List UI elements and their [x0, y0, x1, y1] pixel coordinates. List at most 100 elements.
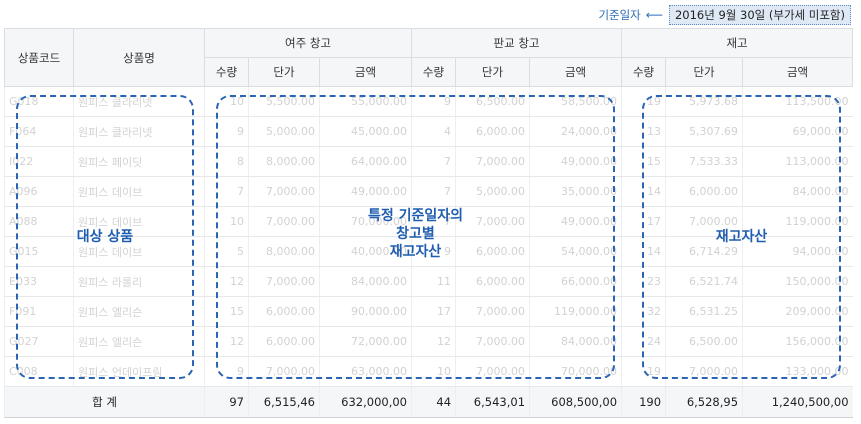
table-row[interactable]: E033 원피스 라롤리 12 7,000.00 84,000.00 11 6,000.00… [4, 266, 853, 297]
cell-w1-amount: 63,000.00 [318, 356, 412, 387]
header-row-groups: 상품코드 상품명 여주 창고 판교 창고 재고 [4, 28, 854, 87]
total-w2-amount: 608,500,00 [529, 386, 622, 418]
cell-w1-amount: 70,000.00 [318, 206, 412, 237]
warehouse-inventory-label: 특정 기준일자의 창고별 재고자산 [367, 208, 464, 260]
table-row[interactable]: F091 원피스 엘리슨 15 6,000.00 90,000.00 17 7,000.00… [4, 296, 853, 327]
cell-w2-qty: 7 [411, 146, 456, 177]
cell-inv-unit-price: 6,531.25 [665, 296, 743, 327]
cell-code: I022 [4, 146, 74, 177]
col-header-unit-price[interactable]: 단가 [665, 57, 744, 87]
cell-name: 원피스 데이브 [73, 176, 205, 207]
table-row[interactable]: F064 원피스 클라리넷 9 5,000.00 45,000.00 4 6,000.00 2… [4, 116, 853, 147]
cell-w2-unit-price: 6,000.00 [455, 116, 530, 147]
cell-w2-amount: 66,000.00 [529, 266, 622, 297]
col-header-amount[interactable]: 금액 [318, 57, 413, 87]
cell-name: 원피스 데이브 [73, 236, 205, 267]
cell-inv-unit-price: 5,307.69 [665, 116, 743, 147]
cell-w2-unit-price: 7,000.00 [455, 296, 530, 327]
col-header-amount[interactable]: 금액 [742, 57, 854, 87]
col-header-code[interactable]: 상품코드 [4, 28, 74, 87]
col-header-unit-price[interactable]: 단가 [455, 57, 531, 87]
cell-w1-amount: 49,000.00 [318, 176, 412, 207]
cell-w1-qty: 10 [204, 86, 249, 117]
cell-w2-amount: 119,000.00 [529, 296, 622, 327]
inventory-assets-box [642, 95, 841, 379]
cell-w1-qty: 10 [204, 206, 249, 237]
table-row[interactable]: G015 원피스 데이브 5 8,000.00 40,000.00 9 6,000.00 54… [4, 236, 853, 267]
cell-w2-amount: 84,000.00 [529, 326, 622, 357]
cell-inv-unit-price: 6,714.29 [665, 236, 743, 267]
cell-w2-amount: 35,000.00 [529, 176, 622, 207]
cell-inv-unit-price: 6,521.74 [665, 266, 743, 297]
cell-w2-qty: 17 [411, 296, 456, 327]
cell-w1-amount: 72,000.00 [318, 326, 412, 357]
col-header-qty[interactable]: 수량 [204, 57, 249, 87]
target-products-box [16, 95, 194, 379]
col-header-unit-price[interactable]: 단가 [248, 57, 320, 87]
cell-name: 원피스 페이딧 [73, 146, 205, 177]
cell-w2-unit-price: 6,000.00 [455, 266, 530, 297]
total-w1-unit-price: 6,515,46 [248, 386, 320, 418]
cell-w1-unit-price: 5,500.00 [248, 86, 320, 117]
cell-inv-unit-price: 6,500.00 [665, 326, 743, 357]
cell-w2-qty: 10 [411, 356, 456, 387]
reference-date-label: 기준일자 [598, 8, 641, 22]
cell-w2-qty: 4 [411, 116, 456, 147]
cell-inv-amount: 94,000.00 [742, 236, 853, 267]
cell-inv-amount: 156,000.00 [742, 326, 853, 357]
cell-w1-qty: 12 [204, 326, 249, 357]
cell-code: F064 [4, 116, 74, 147]
table-row[interactable]: G027 원피스 엘리슨 12 6,000.00 72,000.00 12 7,000.00… [4, 326, 853, 357]
cell-name: 원피스 라롤리 [73, 266, 205, 297]
cell-w2-unit-price: 6,000.00 [455, 236, 530, 267]
cell-w1-qty: 9 [204, 116, 249, 147]
cell-w1-amount: 64,000.00 [318, 146, 412, 177]
cell-name: 원피스 클라리넷 [73, 116, 205, 147]
total-inv-unit-price: 6,528,95 [665, 386, 743, 418]
cell-inv-unit-price: 7,000.00 [665, 356, 743, 387]
cell-w1-qty: 12 [204, 266, 249, 297]
cell-w2-unit-price: 7,000.00 [455, 326, 530, 357]
col-header-qty[interactable]: 수량 [411, 57, 457, 87]
table-row[interactable]: I022 원피스 페이딧 8 8,000.00 64,000.00 7 7,000.00 49… [4, 146, 853, 177]
total-w2-unit-price: 6,543,01 [455, 386, 530, 418]
cell-code: E033 [4, 266, 74, 297]
cell-w1-unit-price: 7,000.00 [248, 356, 320, 387]
table-row[interactable]: G018 원피스 클라리넷 10 5,500.00 55,000.00 9 6,500.00… [4, 86, 853, 117]
cell-w1-amount: 84,000.00 [318, 266, 412, 297]
cell-w2-qty: 9 [411, 86, 456, 117]
total-row: 합 계 97 6,515,46 632,000,00 44 6,543,01 6… [4, 386, 853, 418]
cell-w1-amount: 45,000.00 [318, 116, 412, 147]
cell-w1-qty: 15 [204, 296, 249, 327]
cell-code: F091 [4, 296, 74, 327]
cell-w2-amount: 49,000.00 [529, 206, 622, 237]
cell-w1-unit-price: 5,000.00 [248, 116, 320, 147]
cell-inv-unit-price: 7,000.00 [665, 206, 743, 237]
col-group-yeoju: 여주 창고 [203, 28, 413, 58]
cell-w1-unit-price: 8,000.00 [248, 236, 320, 267]
reference-date-value[interactable]: 2016년 9월 30일 (부가세 미포함) [668, 5, 851, 25]
col-group-inventory: 재고 [621, 28, 854, 58]
cell-inv-amount: 119,000.00 [742, 206, 853, 237]
cell-w2-unit-price: 6,500.00 [455, 86, 530, 117]
total-w2-qty: 44 [411, 386, 456, 418]
cell-w1-unit-price: 7,000.00 [248, 206, 320, 237]
cell-inv-amount: 69,000.00 [742, 116, 853, 147]
cell-inv-amount: 84,000.00 [742, 176, 853, 207]
cell-inv-unit-price: 5,973.68 [665, 86, 743, 117]
left-arrow-icon: ⟵ [645, 8, 663, 22]
cell-w1-unit-price: 6,000.00 [248, 326, 320, 357]
cell-w1-amount: 90,000.00 [318, 296, 412, 327]
col-header-qty[interactable]: 수량 [621, 57, 667, 87]
total-w1-amount: 632,000,00 [318, 386, 412, 418]
cell-w2-qty: 9 [411, 236, 456, 267]
cell-name: 원피스 엘리슨 [73, 326, 205, 357]
target-products-label: 대상 상품 [76, 229, 134, 245]
col-header-name[interactable]: 상품명 [73, 28, 205, 87]
reference-date-bar: 기준일자 ⟵ 2016년 9월 30일 (부가세 미포함) [598, 4, 851, 26]
warehouse-inventory-box [216, 95, 615, 379]
cell-w1-unit-price: 7,000.00 [248, 176, 320, 207]
col-group-pangyo: 판교 창고 [411, 28, 623, 58]
cell-w2-unit-price: 5,000.00 [455, 176, 530, 207]
col-header-amount[interactable]: 금액 [529, 57, 623, 87]
